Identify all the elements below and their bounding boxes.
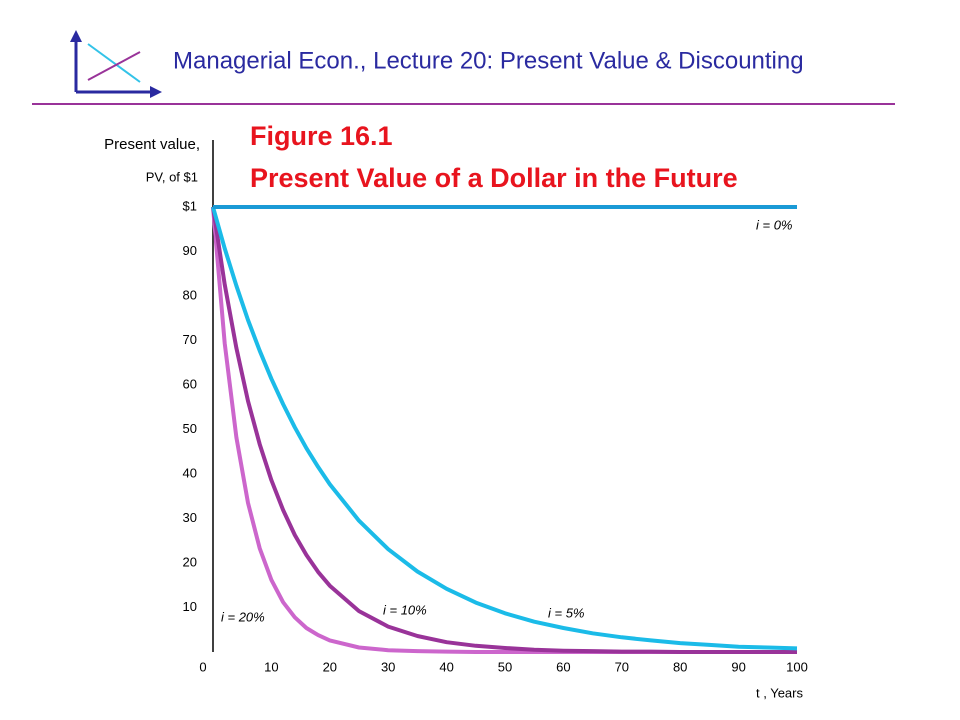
y-tick-label: 90 bbox=[183, 243, 197, 258]
x-tick-label: 40 bbox=[439, 659, 453, 674]
y-tick-label: $1 bbox=[183, 198, 197, 213]
x-tick-label: 60 bbox=[556, 659, 570, 674]
y-tick-label: 30 bbox=[183, 510, 197, 525]
chart-subtitle: Present Value of a Dollar in the Future bbox=[250, 163, 738, 193]
x-tick-label: 70 bbox=[615, 659, 629, 674]
y-axis-label: Present value, bbox=[104, 136, 200, 153]
x-tick-label: 80 bbox=[673, 659, 687, 674]
series-line bbox=[211, 206, 797, 654]
series-label: i = 20% bbox=[221, 609, 265, 624]
x-axis-label: t , Years bbox=[756, 685, 803, 700]
x-tick-label: 0 bbox=[199, 659, 206, 674]
chart-title: Figure 16.1 bbox=[250, 121, 393, 151]
series-label: i = 5% bbox=[548, 605, 585, 620]
x-tick-label: 50 bbox=[498, 659, 512, 674]
y-tick-label: 20 bbox=[183, 554, 197, 569]
logo bbox=[70, 30, 162, 98]
y-axis-label: PV, of $1 bbox=[146, 169, 198, 184]
x-tick-label: 90 bbox=[731, 659, 745, 674]
y-tick-label: 40 bbox=[183, 465, 197, 480]
x-tick-label: 10 bbox=[264, 659, 278, 674]
y-tick-label: 10 bbox=[183, 599, 197, 614]
y-tick-label: 60 bbox=[183, 376, 197, 391]
series-line bbox=[211, 206, 797, 654]
y-tick-label: 50 bbox=[183, 421, 197, 436]
y-tick-label: 70 bbox=[183, 332, 197, 347]
series-line bbox=[211, 206, 798, 651]
y-tick-label: 80 bbox=[183, 287, 197, 302]
series-label: i = 0% bbox=[756, 217, 793, 232]
x-tick-label: 20 bbox=[323, 659, 337, 674]
slide-title: Managerial Econ., Lecture 20: Present Va… bbox=[173, 47, 804, 74]
series-label: i = 10% bbox=[383, 602, 427, 617]
x-tick-label: 100 bbox=[786, 659, 808, 674]
x-tick-label: 30 bbox=[381, 659, 395, 674]
